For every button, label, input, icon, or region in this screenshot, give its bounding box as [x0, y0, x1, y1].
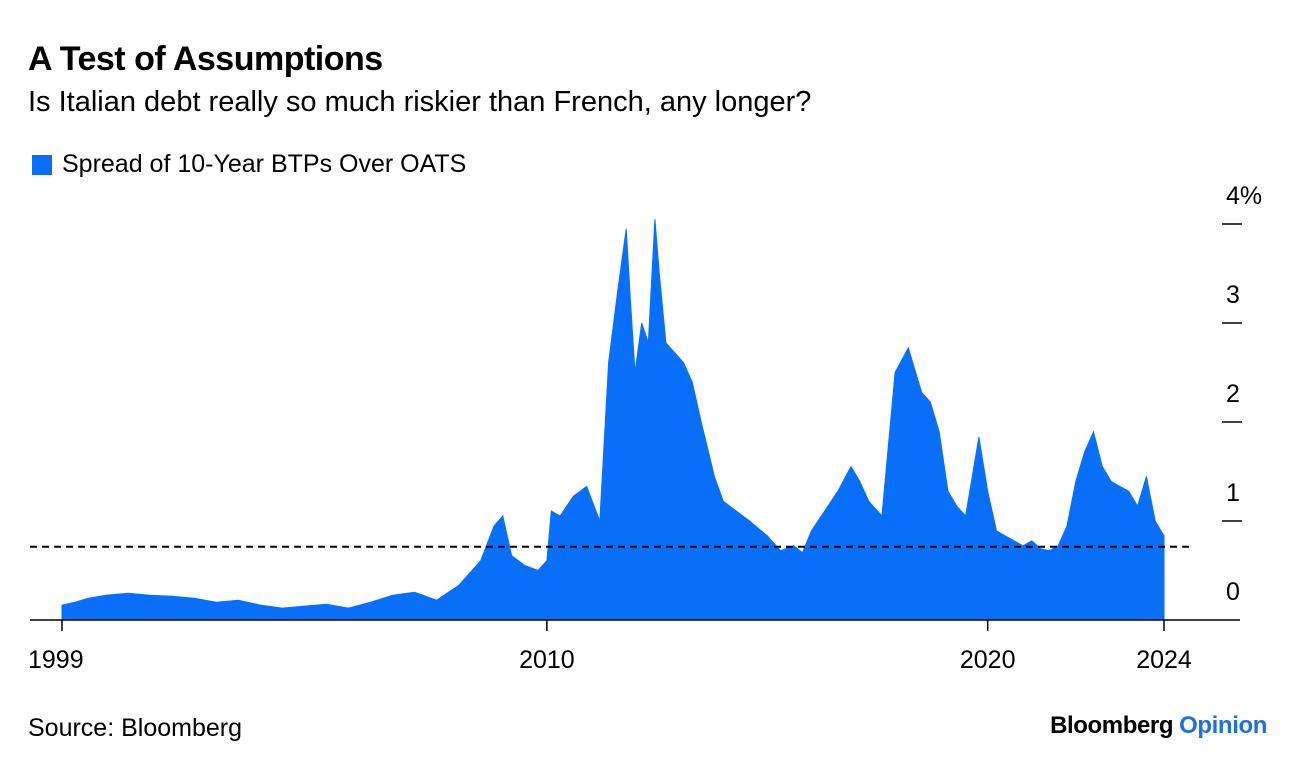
x-tick-label: 2020 [960, 646, 1016, 674]
legend-label: Spread of 10-Year BTPs Over OATS [62, 150, 467, 178]
y-tick-label: 1 [1226, 479, 1240, 507]
x-tick-label: 1999 [28, 646, 84, 674]
legend-swatch [32, 154, 52, 175]
x-tick-label: 2010 [519, 646, 575, 674]
brand-logo: Bloomberg Opinion [1050, 712, 1267, 740]
y-tick-label: 2 [1226, 380, 1240, 408]
y-tick-label: 3 [1226, 281, 1240, 309]
brand-suffix: Opinion [1179, 712, 1267, 739]
brand-name: Bloomberg [1050, 712, 1174, 739]
chart-title: A Test of Assumptions [28, 40, 383, 78]
y-tick-label: 0 [1226, 578, 1240, 606]
source-note: Source: Bloomberg [28, 714, 243, 742]
legend: Spread of 10-Year BTPs Over OATS [32, 150, 466, 179]
series-area [61, 219, 1165, 621]
y-tick-label: 4% [1226, 182, 1262, 210]
x-tick-label: 2024 [1136, 646, 1192, 674]
chart-subtitle: Is Italian debt really so much riskier t… [28, 86, 812, 118]
